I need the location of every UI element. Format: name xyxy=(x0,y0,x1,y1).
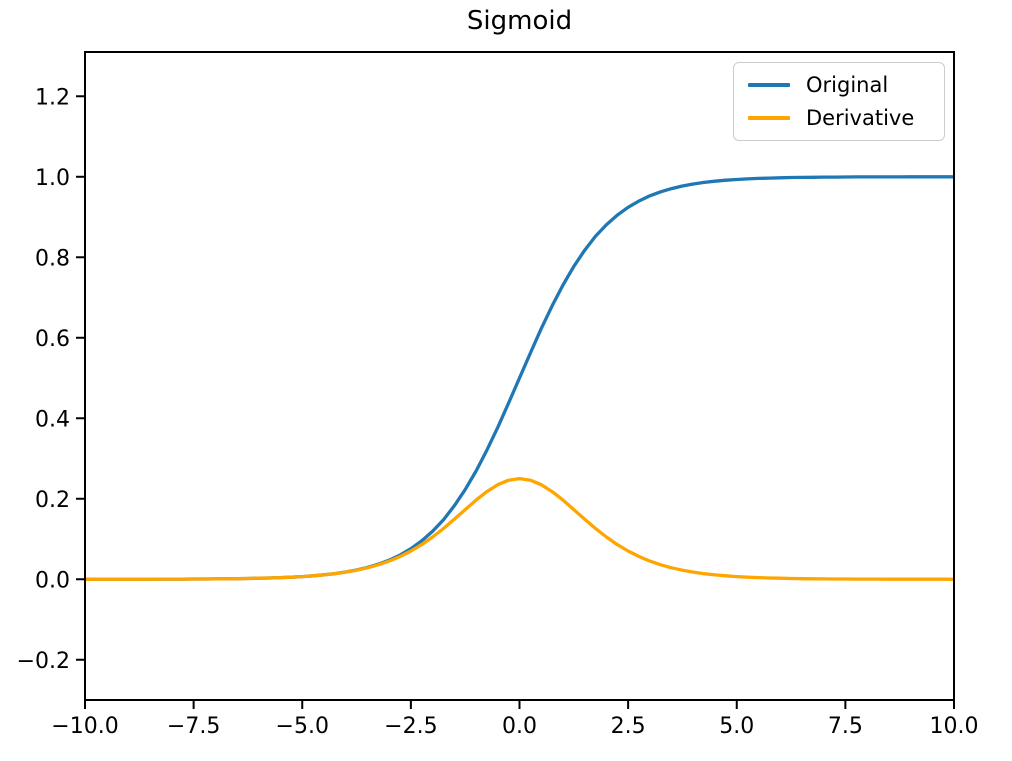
legend-label-derivative: Derivative xyxy=(806,106,915,130)
x-tick-label: 7.5 xyxy=(828,714,863,739)
legend-item-original: Original xyxy=(748,72,930,98)
legend-line-sample-original xyxy=(748,83,790,87)
y-tick-label: 1.2 xyxy=(35,85,70,110)
y-tick-label: 0.4 xyxy=(35,407,70,432)
x-tick-label: −2.5 xyxy=(384,714,437,739)
legend-line-sample-derivative xyxy=(748,116,790,120)
legend: Original Derivative xyxy=(733,62,945,141)
axes-spines xyxy=(84,51,955,701)
x-tick-label: 2.5 xyxy=(611,714,646,739)
x-tick-label: −10.0 xyxy=(51,714,118,739)
y-tick-label: 0.0 xyxy=(35,568,70,593)
x-tick-label: −7.5 xyxy=(167,714,220,739)
x-tick-label: 5.0 xyxy=(719,714,754,739)
y-tick-label: 0.6 xyxy=(35,327,70,352)
x-tick-label: −5.0 xyxy=(276,714,329,739)
legend-label-original: Original xyxy=(806,73,889,97)
y-tick-label: −0.2 xyxy=(17,649,70,674)
legend-item-derivative: Derivative xyxy=(748,105,930,131)
y-tick-label: 1.0 xyxy=(35,166,70,191)
chart-title: Sigmoid xyxy=(466,6,573,36)
y-tick-label: 0.2 xyxy=(35,488,70,513)
x-tick-label: 0.0 xyxy=(502,714,537,739)
series-line-derivative xyxy=(84,476,955,581)
series-line-original xyxy=(84,175,954,581)
y-tick-label: 0.8 xyxy=(35,246,70,271)
x-tick-label: 10.0 xyxy=(930,714,979,739)
